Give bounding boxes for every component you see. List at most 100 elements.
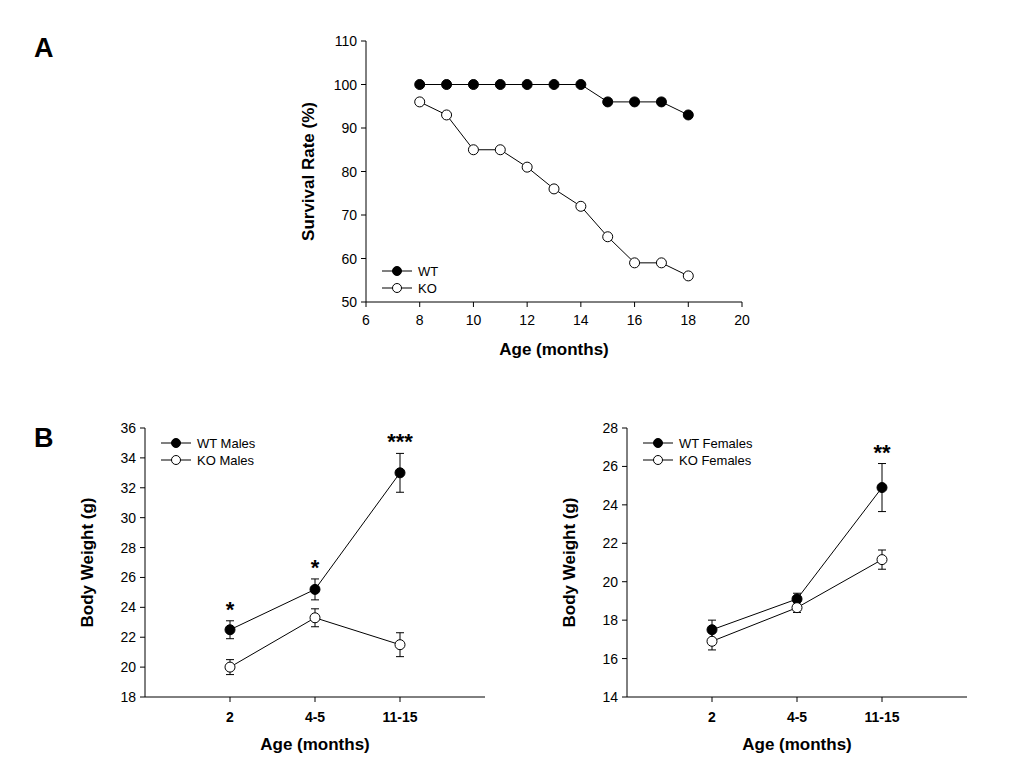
background xyxy=(0,0,1020,762)
y-tick-label: 34 xyxy=(120,450,136,466)
y-tick-label: 80 xyxy=(341,164,357,180)
y-tick xyxy=(361,215,366,216)
error-bar xyxy=(396,453,404,492)
x-tick-label: 2 xyxy=(226,709,234,725)
x-tick xyxy=(797,697,798,702)
y-axis-label: Survival Rate (%) xyxy=(299,102,318,241)
y-tick-label: 22 xyxy=(120,629,136,645)
data-point xyxy=(415,80,425,90)
data-point xyxy=(683,110,693,120)
data-point xyxy=(549,184,559,194)
panel-label: B xyxy=(34,423,54,453)
y-axis xyxy=(145,428,146,697)
y-tick xyxy=(361,128,366,129)
y-tick-label: 32 xyxy=(120,480,136,496)
y-axis xyxy=(627,428,628,697)
y-tick-label: 26 xyxy=(602,458,618,474)
error-bar-cap xyxy=(226,638,234,639)
y-tick xyxy=(622,581,627,582)
y-tick-label: 18 xyxy=(120,689,136,705)
y-tick-label: 16 xyxy=(602,651,618,667)
y-tick xyxy=(140,637,145,638)
error-bar xyxy=(793,603,801,613)
legend-label: WT Males xyxy=(197,436,256,451)
data-point xyxy=(576,201,586,211)
data-point xyxy=(707,636,717,646)
x-tick xyxy=(712,697,713,702)
legend: WT MalesKO Males xyxy=(161,436,256,468)
legend-marker xyxy=(393,267,402,276)
y-tick-label: 22 xyxy=(602,535,618,551)
x-tick xyxy=(473,302,474,307)
x-tick xyxy=(230,697,231,702)
y-tick-label: 30 xyxy=(120,510,136,526)
error-bar xyxy=(226,621,234,639)
x-tick xyxy=(527,302,528,307)
series-line xyxy=(712,560,882,642)
y-tick xyxy=(622,504,627,505)
x-tick xyxy=(400,697,401,702)
x-tick-label: 4-5 xyxy=(305,709,325,725)
x-tick xyxy=(742,302,743,307)
error-bar xyxy=(396,633,404,657)
figure: A506070809010011068101214161820Age (mont… xyxy=(0,0,1020,762)
data-point xyxy=(442,110,452,120)
y-tick-label: 20 xyxy=(120,659,136,675)
plot-area xyxy=(225,453,405,674)
chart: A506070809010011068101214161820Age (mont… xyxy=(34,33,750,359)
data-point xyxy=(877,555,887,565)
legend: WT FemalesKO Females xyxy=(643,436,753,468)
y-tick xyxy=(622,658,627,659)
x-tick-label: 8 xyxy=(416,312,424,328)
y-tick xyxy=(361,41,366,42)
data-point xyxy=(225,625,235,635)
legend-marker xyxy=(172,439,181,448)
y-tick xyxy=(622,620,627,621)
error-bar-cap xyxy=(311,608,319,609)
data-point xyxy=(495,80,505,90)
error-bar xyxy=(226,660,234,675)
y-tick xyxy=(140,667,145,668)
x-tick xyxy=(315,697,316,702)
y-tick-label: 60 xyxy=(341,251,357,267)
legend: WT KO xyxy=(382,264,438,296)
data-point xyxy=(877,483,887,493)
y-tick xyxy=(140,457,145,458)
y-tick-label: 20 xyxy=(602,574,618,590)
y-tick xyxy=(361,302,366,303)
legend-label: WT xyxy=(418,264,438,279)
x-tick-label: 11-15 xyxy=(382,709,417,725)
plot-area xyxy=(707,464,887,650)
error-bar xyxy=(311,609,319,627)
y-tick-label: 26 xyxy=(120,569,136,585)
x-tick-label: 10 xyxy=(466,312,482,328)
y-tick xyxy=(361,84,366,85)
legend-marker xyxy=(654,456,663,465)
x-tick-label: 6 xyxy=(362,312,370,328)
legend-marker xyxy=(172,456,181,465)
significance-label: * xyxy=(311,555,320,580)
significance-label: * xyxy=(226,597,235,622)
significance-label: *** xyxy=(387,429,413,454)
y-tick xyxy=(361,258,366,259)
chart: B1820222426283032343624-511-15Age (month… xyxy=(34,420,485,754)
error-bar-cap xyxy=(708,649,716,650)
x-tick-label: 16 xyxy=(627,312,643,328)
y-tick xyxy=(140,547,145,548)
legend-label: KO xyxy=(418,281,437,296)
data-point xyxy=(707,625,717,635)
series-line xyxy=(712,488,882,630)
data-point xyxy=(468,145,478,155)
y-tick-label: 24 xyxy=(120,599,136,615)
x-tick-label: 18 xyxy=(680,312,696,328)
y-tick-label: 90 xyxy=(341,120,357,136)
x-tick-label: 20 xyxy=(734,312,750,328)
data-point xyxy=(468,80,478,90)
data-point xyxy=(630,97,640,107)
error-bar-cap xyxy=(396,492,404,493)
data-point xyxy=(225,662,235,672)
y-tick xyxy=(140,577,145,578)
error-bar-cap xyxy=(878,550,886,551)
x-tick-label: 2 xyxy=(708,709,716,725)
data-point xyxy=(310,613,320,623)
